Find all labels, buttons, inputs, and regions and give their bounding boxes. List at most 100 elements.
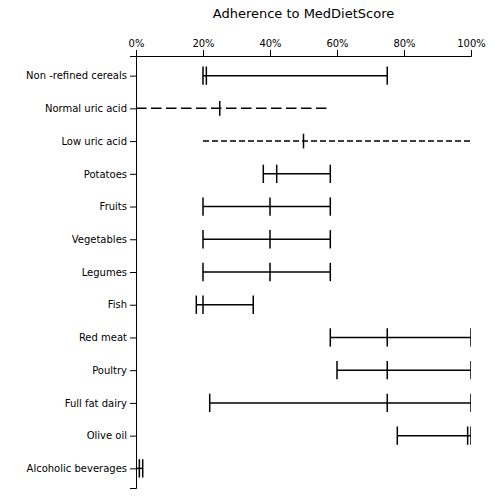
y-tick-mark bbox=[130, 337, 136, 338]
y-tick-label: Normal uric acid bbox=[45, 103, 127, 114]
range-cap-low bbox=[336, 361, 338, 379]
range-cap-low bbox=[202, 230, 204, 248]
y-tick-label: Low uric acid bbox=[61, 136, 127, 147]
x-tick: 80% bbox=[393, 38, 415, 56]
x-axis: 0% 20% 40% 60% 80% 100% bbox=[129, 38, 486, 57]
median-tick bbox=[206, 66, 208, 84]
y-tick-mark bbox=[130, 436, 136, 437]
y-tick-label: Alcoholic beverages bbox=[27, 463, 127, 474]
range-cap-high bbox=[470, 426, 471, 444]
y-tick-label: Olive oil bbox=[87, 430, 127, 441]
median-tick bbox=[269, 263, 271, 281]
y-tick-mark bbox=[130, 174, 136, 175]
x-tick: 100% bbox=[457, 38, 486, 56]
median-tick bbox=[269, 197, 271, 215]
y-tick-label: Fruits bbox=[100, 201, 127, 212]
range-cap-low bbox=[263, 165, 265, 183]
range-cap-low bbox=[209, 394, 211, 412]
x-tick-label: 20% bbox=[192, 38, 214, 49]
y-tick-label: Non -refined cereals bbox=[26, 70, 127, 81]
range-cap-high bbox=[470, 394, 471, 412]
range-cap-high bbox=[253, 296, 255, 314]
range-cap-high bbox=[330, 165, 332, 183]
y-tick: Alcoholic beverages bbox=[27, 463, 136, 474]
y-tick-mark bbox=[130, 76, 136, 77]
x-tick-label: 40% bbox=[259, 38, 281, 49]
y-tick-mark bbox=[130, 141, 136, 142]
range-item bbox=[136, 459, 143, 477]
y-tick: Non -refined cereals bbox=[26, 70, 136, 81]
x-tick-mark bbox=[471, 50, 472, 56]
y-tick-mark bbox=[130, 239, 136, 240]
range-item bbox=[203, 197, 330, 215]
range-line bbox=[210, 402, 471, 404]
y-tick: Olive oil bbox=[87, 430, 136, 441]
y-tick: Red meat bbox=[79, 332, 136, 343]
x-tick-mark bbox=[270, 50, 271, 56]
median-tick bbox=[202, 296, 204, 314]
y-tick: Poultry bbox=[92, 365, 136, 376]
y-tick-label: Full fat dairy bbox=[65, 398, 127, 409]
range-line bbox=[337, 369, 471, 371]
range-item bbox=[203, 263, 330, 281]
x-tick-label: 80% bbox=[393, 38, 415, 49]
y-tick-mark bbox=[130, 108, 136, 109]
median-tick bbox=[387, 394, 389, 412]
median-tick bbox=[219, 101, 221, 116]
x-axis-line bbox=[137, 50, 472, 57]
y-tick-label: Potatoes bbox=[84, 169, 127, 180]
x-tick-label: 100% bbox=[457, 38, 486, 49]
range-cap-low bbox=[202, 66, 204, 84]
y-tick: Potatoes bbox=[84, 169, 136, 180]
range-cap-low bbox=[397, 426, 399, 444]
range-item bbox=[337, 361, 471, 379]
y-tick-label: Vegetables bbox=[72, 234, 127, 245]
x-tick-mark bbox=[337, 50, 338, 56]
y-tick-mark bbox=[130, 207, 136, 208]
range-line bbox=[203, 206, 330, 208]
range-cap-high bbox=[142, 459, 144, 477]
range-item bbox=[210, 394, 471, 412]
y-tick: Low uric acid bbox=[61, 136, 136, 147]
range-item bbox=[203, 134, 471, 149]
range-cap-high bbox=[330, 263, 332, 281]
range-line bbox=[330, 337, 471, 339]
y-tick: Vegetables bbox=[72, 234, 136, 245]
range-cap-high bbox=[387, 66, 389, 84]
median-tick bbox=[276, 165, 278, 183]
x-tick-mark bbox=[203, 50, 204, 56]
y-tick-mark bbox=[130, 370, 136, 371]
range-line bbox=[203, 140, 471, 142]
range-cap-high bbox=[330, 230, 332, 248]
title: Adherence to MedDietScore bbox=[213, 6, 395, 21]
y-tick-mark bbox=[130, 272, 136, 273]
x-tick-mark bbox=[404, 50, 405, 56]
range-item bbox=[263, 165, 330, 183]
range-line bbox=[203, 75, 387, 77]
x-tick: 0% bbox=[129, 38, 145, 56]
y-tick-label: Legumes bbox=[82, 267, 127, 278]
y-tick: Full fat dairy bbox=[65, 398, 136, 409]
x-tick: 20% bbox=[192, 38, 214, 56]
y-tick-mark bbox=[130, 305, 136, 306]
range-line bbox=[196, 304, 253, 306]
median-tick bbox=[387, 361, 389, 379]
x-tick-label: 60% bbox=[326, 38, 348, 49]
chart: Adherence to MedDietScore 0% 20% 40% 60% 80% 1… bbox=[0, 0, 497, 500]
y-axis-line bbox=[130, 57, 137, 489]
range-item bbox=[330, 328, 471, 346]
median-tick bbox=[467, 426, 469, 444]
range-item bbox=[203, 230, 330, 248]
range-cap-low bbox=[330, 328, 332, 346]
y-tick: Fruits bbox=[100, 201, 136, 212]
marks bbox=[136, 66, 471, 477]
range-line bbox=[397, 435, 471, 437]
y-tick-label: Fish bbox=[108, 299, 127, 310]
range-line bbox=[203, 239, 330, 241]
range-line bbox=[136, 108, 327, 110]
y-tick-label: Poultry bbox=[92, 365, 127, 376]
range-line bbox=[203, 271, 330, 273]
y-tick: Fish bbox=[108, 299, 136, 310]
y-tick: Legumes bbox=[82, 267, 136, 278]
y-tick-mark bbox=[130, 468, 136, 469]
